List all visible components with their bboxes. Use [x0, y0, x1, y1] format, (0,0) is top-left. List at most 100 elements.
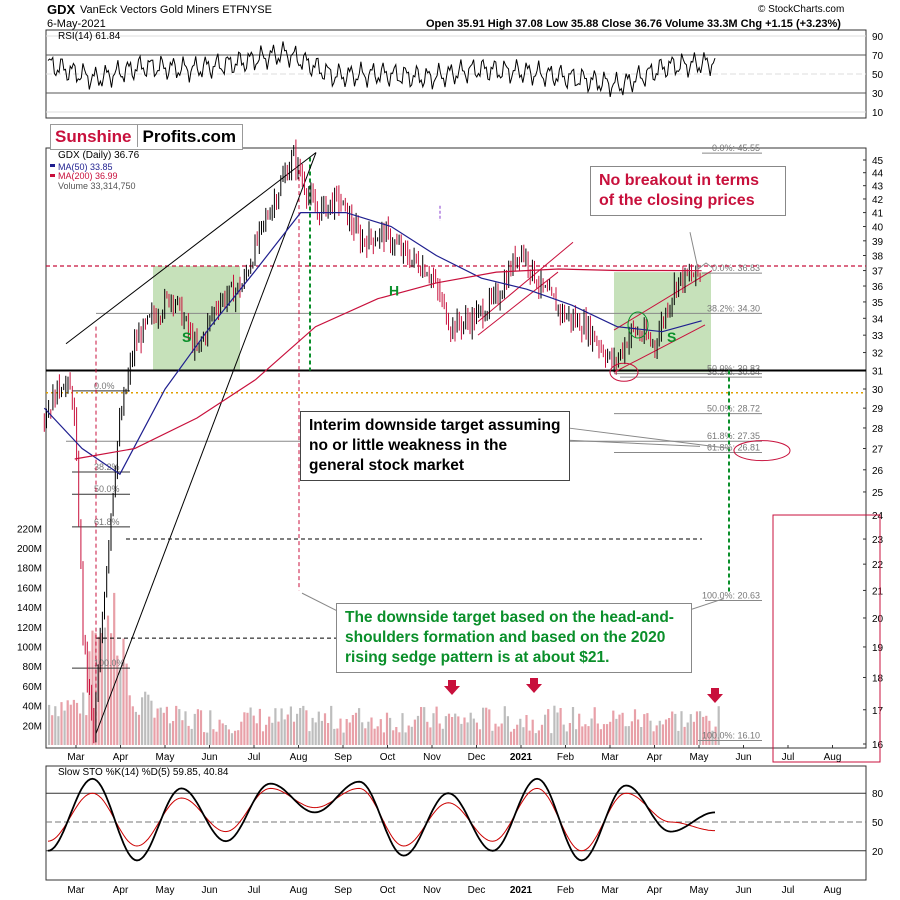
rsi-series-line [47, 41, 716, 97]
volume-bar [454, 713, 457, 745]
volume-bar [137, 714, 141, 745]
volume-bar [413, 719, 416, 745]
volume-bar [299, 708, 302, 745]
price-tick-label: 37 [872, 267, 884, 278]
volume-bar [708, 720, 711, 745]
volume-bar [249, 707, 252, 745]
volume-bar [478, 729, 482, 745]
volume-bar [172, 721, 175, 745]
volume-bar [156, 708, 159, 745]
price-tick-label: 20 [872, 614, 884, 625]
volume-bar [85, 715, 88, 745]
legend-ma50: MA(50) 33.85 [58, 162, 113, 172]
stoch-k-line [47, 777, 716, 862]
volume-bar [258, 708, 261, 745]
header-exchange: NYSE [242, 4, 272, 16]
volume-bar [320, 720, 323, 745]
volume-tick-label: 20M [23, 721, 42, 732]
volume-bar [165, 706, 168, 745]
volume-bar [677, 730, 680, 745]
volume-bar [243, 712, 246, 745]
volume-tick-label: 140M [17, 603, 42, 614]
volume-bar [330, 705, 333, 745]
left-fib-label: 100.0% [94, 658, 125, 668]
stoch-x-tick-label: Dec [468, 885, 486, 896]
legend-ma50-swatch [50, 164, 55, 167]
volume-bar [261, 731, 265, 745]
volume-tick-label: 200M [17, 544, 42, 555]
rsi-tick-label: 70 [872, 51, 884, 62]
header-symbol: GDX [47, 2, 76, 17]
price-tick-label: 32 [872, 349, 884, 360]
price-tick-label: 28 [872, 424, 884, 435]
volume-bar [147, 694, 150, 745]
volume-bar [69, 704, 72, 745]
watermark: © StockCharts.com [758, 4, 845, 15]
volume-bar [593, 707, 596, 745]
price-x-tick-label: May [690, 752, 709, 763]
volume-bar [674, 713, 677, 745]
volume-bar [97, 636, 100, 745]
pointer-top [689, 232, 713, 270]
volume-bar [277, 721, 280, 745]
volume-bar [658, 720, 661, 745]
price-x-tick-label: 2021 [510, 752, 533, 763]
price-x-tick-label: Mar [601, 752, 619, 763]
stoch-x-tick-label: May [156, 885, 175, 896]
volume-bar [494, 723, 497, 745]
pointer-bottom-left [301, 592, 341, 613]
price-x-tick-label: Nov [423, 752, 441, 763]
volume-bar [60, 702, 63, 745]
volume-bar [88, 651, 91, 745]
volume-bar [590, 718, 593, 745]
stoch-x-tick-label: Mar [601, 885, 619, 896]
volume-bar [125, 663, 128, 745]
volume-bar [181, 720, 184, 745]
volume-bar [525, 715, 528, 745]
volume-bar [175, 705, 178, 745]
volume-bar [134, 711, 137, 745]
volume-bar [668, 718, 671, 745]
volume-bar [705, 715, 708, 745]
volume-bar [184, 711, 187, 745]
stoch-x-tick-label: Aug [290, 885, 308, 896]
volume-bar [141, 697, 144, 745]
volume-bar [106, 615, 110, 745]
volume-bar [72, 699, 75, 745]
price-x-tick-label: Jun [735, 752, 751, 763]
volume-bar [556, 712, 559, 745]
stoch-label: Slow STO %K(14) %D(5) 59.85, 40.84 [58, 767, 229, 778]
stoch-x-tick-label: Apr [113, 885, 129, 896]
volume-bar [432, 713, 435, 745]
volume-bar [472, 718, 475, 745]
volume-bar [664, 719, 668, 745]
fib-label: 100.0%: 20.63 [702, 590, 760, 600]
rsi-tick-label: 30 [872, 89, 884, 100]
volume-bar [271, 722, 274, 745]
volume-bar [79, 713, 82, 745]
price-tick-label: 39 [872, 237, 884, 248]
volume-bar [190, 728, 193, 745]
volume-bar [516, 724, 519, 745]
price-tick-label: 30 [872, 385, 884, 396]
fib-label: 38.2%: 30.64 [707, 367, 760, 377]
volume-bar [212, 729, 215, 745]
fib-label: 61.8%: 26.81 [707, 442, 760, 452]
future-box [772, 514, 881, 763]
logo: Sunshine Profits.com [50, 124, 243, 150]
rsi-tick-label: 90 [872, 32, 884, 43]
volume-bar [680, 711, 683, 745]
volume-bar [246, 712, 249, 745]
volume-bar [714, 726, 717, 745]
volume-bar [367, 721, 370, 745]
volume-bar [423, 707, 426, 745]
annotation-interim-target: Interim downside target assuming no or l… [300, 411, 570, 481]
price-tick-label: 45 [872, 156, 884, 167]
volume-bar [255, 723, 258, 745]
price-tick-label: 24 [872, 511, 884, 522]
shoulder-right-label: S [667, 329, 676, 345]
volume-bar [224, 725, 227, 745]
volume-bar [553, 705, 556, 745]
volume-bar [491, 730, 494, 745]
